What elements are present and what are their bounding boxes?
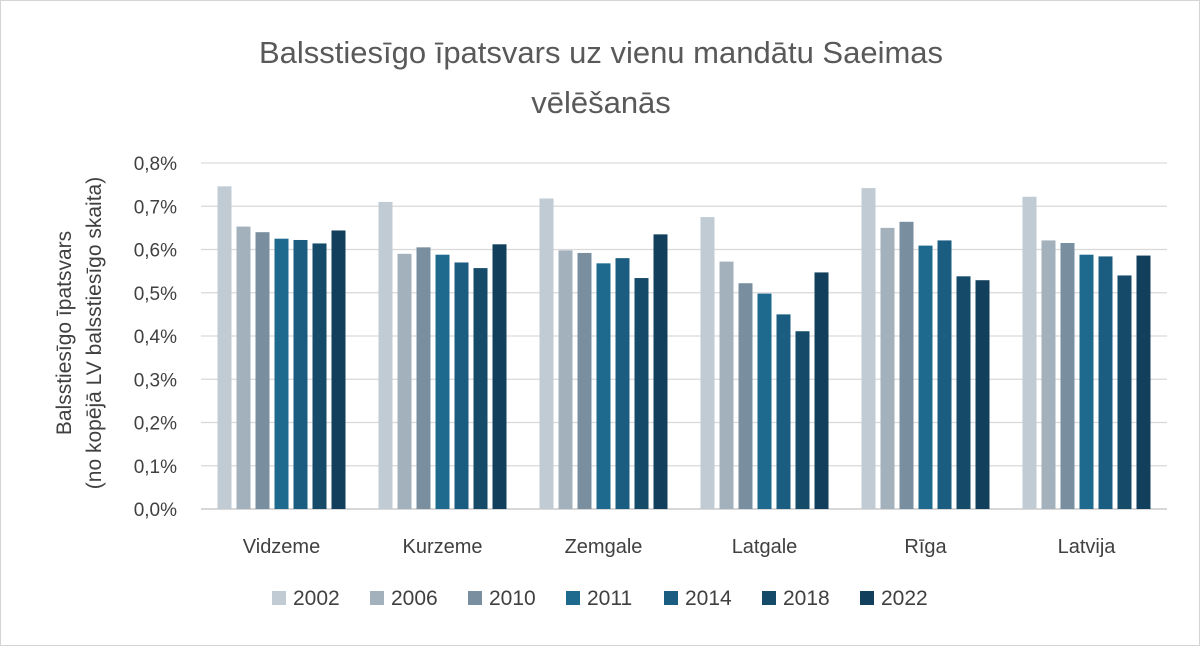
y-tick-label: 0,8% (134, 154, 177, 175)
x-category-label: Latgale (732, 536, 798, 558)
legend-label-2006: 2006 (391, 587, 438, 610)
legend-swatch-2002 (272, 591, 286, 605)
bar-2018-Kurzeme (473, 268, 488, 509)
bar-2022-Latvija (1136, 255, 1151, 509)
bar-2011-Kurzeme (435, 254, 450, 509)
bar-2011-Vidzeme (274, 238, 289, 509)
bar-2006-Rīga (880, 227, 895, 509)
legend-swatch-2014 (664, 591, 678, 605)
bar-2022-Latgale (814, 272, 829, 509)
y-axis-label-line-1: Balsstiesīgo īpatsvars (53, 231, 76, 435)
bar-2018-Vidzeme (312, 243, 327, 509)
legend-label-2002: 2002 (293, 587, 340, 610)
bar-2006-Zemgale (558, 250, 573, 510)
bar-2002-Kurzeme (378, 201, 393, 510)
x-category-label: Vidzeme (243, 536, 320, 558)
legend-swatch-2011 (566, 591, 580, 605)
bar-2018-Latgale (795, 331, 810, 509)
bar-2011-Rīga (918, 245, 933, 510)
bar-2006-Latvija (1041, 240, 1056, 510)
y-tick-label: 0,3% (134, 370, 177, 391)
bar-2018-Latvija (1117, 275, 1132, 509)
gridlines (201, 162, 1167, 510)
bar-2002-Zemgale (539, 198, 554, 509)
bar-2022-Vidzeme (331, 230, 346, 509)
y-axis-label-line-2: (no kopējā LV balsstiesīgo skaita) (83, 177, 106, 489)
bar-2010-Latvija (1060, 243, 1075, 509)
bar-2010-Vidzeme (255, 232, 270, 509)
bar-2014-Vidzeme (293, 239, 308, 510)
bar-2002-Latvija (1022, 196, 1037, 510)
bars (217, 186, 1151, 510)
legend-swatch-2018 (762, 591, 776, 605)
y-tick-label: 0,7% (134, 197, 177, 218)
bar-2014-Kurzeme (454, 262, 469, 509)
bar-2018-Rīga (956, 276, 971, 509)
bar-2018-Zemgale (634, 278, 649, 509)
x-category-label: Latvija (1058, 536, 1117, 558)
legend-label-2022: 2022 (881, 587, 928, 610)
bar-2010-Latgale (738, 283, 753, 509)
y-tick-label: 0,6% (134, 241, 177, 262)
bar-2022-Kurzeme (492, 244, 507, 509)
y-tick-label: 0,1% (134, 457, 177, 478)
chart-title-line-2: vēlēšanās (531, 85, 671, 120)
bar-2011-Zemgale (596, 263, 611, 509)
legend-label-2010: 2010 (489, 587, 536, 610)
bar-2022-Zemgale (653, 234, 668, 510)
legend: 2002 2006 2010 2011 2014 2018 2022 (272, 587, 928, 610)
x-category-label: Kurzeme (402, 536, 482, 558)
bar-2010-Rīga (899, 221, 914, 509)
bar-2014-Rīga (937, 240, 952, 510)
bar-2002-Latgale (700, 217, 715, 509)
legend-swatch-2006 (370, 591, 384, 605)
legend-label-2018: 2018 (783, 587, 830, 610)
bar-2022-Rīga (975, 280, 990, 509)
legend-label-2011: 2011 (587, 587, 632, 610)
bar-2006-Vidzeme (236, 226, 251, 509)
y-tick-label: 0,2% (134, 414, 177, 435)
bar-2014-Latvija (1098, 256, 1113, 509)
bar-2002-Rīga (861, 188, 876, 509)
bar-2014-Zemgale (615, 258, 630, 509)
legend-swatch-2010 (468, 591, 482, 605)
y-tick-label: 0,4% (134, 327, 177, 348)
chart-title-line-1: Balsstiesīgo īpatsvars uz vienu mandātu … (259, 35, 943, 70)
x-axis-categories: Vidzeme Kurzeme Zemgale Latgale Rīga Latvija (243, 536, 1117, 558)
y-tick-label: 0,5% (134, 284, 177, 305)
legend-swatch-2022 (860, 591, 874, 605)
bar-2011-Latvija (1079, 254, 1094, 509)
bar-2014-Latgale (776, 314, 791, 509)
bar-2002-Vidzeme (217, 186, 232, 510)
bar-2010-Kurzeme (416, 247, 431, 509)
x-category-label: Zemgale (565, 536, 643, 558)
y-axis-ticks: 0,0% 0,1% 0,2% 0,3% 0,4% 0,5% 0,6% 0,7% 0,8% (134, 154, 177, 521)
bar-2011-Latgale (757, 293, 772, 509)
y-tick-label: 0,0% (134, 500, 177, 521)
bar-2010-Zemgale (577, 252, 592, 509)
bar-2006-Kurzeme (397, 253, 412, 509)
x-category-label: Rīga (904, 536, 947, 558)
legend-label-2014: 2014 (685, 587, 732, 610)
bar-2006-Latgale (719, 261, 734, 509)
